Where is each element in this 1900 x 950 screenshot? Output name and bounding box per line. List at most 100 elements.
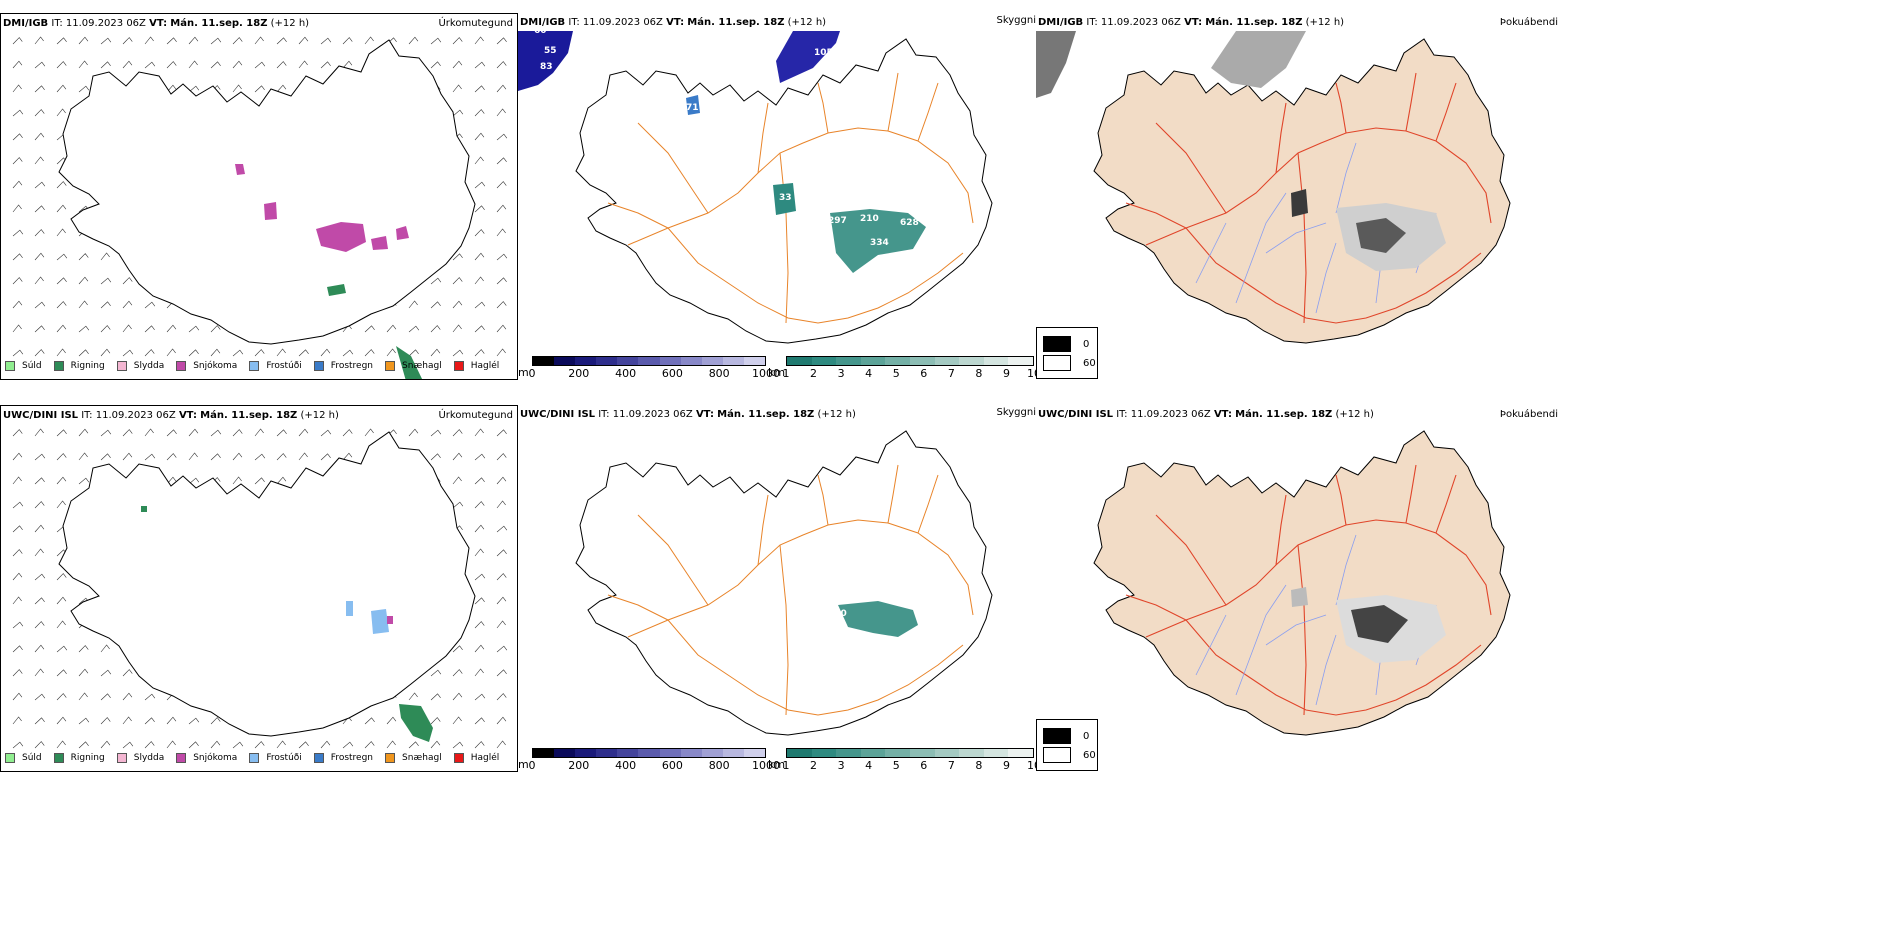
wind-barb — [210, 325, 221, 333]
wind-barb — [430, 348, 441, 357]
wind-barb — [474, 477, 485, 485]
wind-barb — [188, 452, 198, 461]
wind-barb — [496, 348, 506, 357]
wind-barb — [12, 204, 22, 213]
colorbar-tick: 5 — [892, 367, 900, 380]
wind-barb — [430, 277, 442, 285]
wind-barb — [452, 253, 463, 261]
wind-barb — [342, 452, 353, 461]
fog-map-uwc — [1093, 430, 1511, 736]
wind-barb — [430, 693, 441, 701]
colorbar-tick: 800 — [708, 367, 730, 380]
fog-legend-row: 60 — [1043, 355, 1096, 371]
legend-label: Slydda — [133, 361, 165, 371]
wind-barb — [452, 429, 463, 437]
wind-barb — [56, 453, 67, 461]
wind-barb — [496, 277, 507, 285]
wind-barb — [496, 645, 508, 653]
wind-barb — [452, 501, 464, 509]
visibility-map-dmi: 60 55 83 105 71 7 33 297 210 628 178 334 — [518, 26, 993, 344]
wind-barb — [452, 645, 463, 653]
wind-barb — [34, 181, 46, 189]
wind-barb — [496, 525, 508, 533]
legend-swatch — [116, 753, 127, 763]
wind-barb — [12, 60, 23, 69]
wind-barb — [12, 253, 23, 261]
legend-item: Frostúði — [249, 361, 302, 371]
wind-barb — [474, 597, 485, 605]
wind-barb — [78, 428, 89, 437]
wind-barb — [474, 501, 485, 509]
colorbar-tick: 9 — [1002, 759, 1010, 772]
model-name: UWC/DINI ISL — [1038, 409, 1114, 420]
low-vis-area — [773, 183, 796, 215]
wind-barb — [276, 37, 287, 45]
colorbar-tick: 4 — [865, 759, 873, 772]
legend-swatch — [5, 753, 15, 763]
wind-barb — [144, 428, 154, 437]
fog-legend: 0 60 — [1036, 327, 1098, 379]
wind-barb — [166, 476, 177, 485]
wind-barb — [34, 276, 44, 285]
valid-time: Mán. 11.sep. 18Z — [1235, 409, 1333, 420]
wind-barb — [34, 597, 45, 605]
legend-label: Rigning — [70, 361, 105, 371]
wind-barb — [188, 325, 200, 333]
fog-map-dmi — [1036, 31, 1511, 344]
wind-barb — [386, 348, 396, 357]
wind-barb — [386, 716, 397, 725]
wind-barb — [210, 348, 221, 357]
fog-area — [1291, 587, 1308, 607]
wind-barb — [474, 668, 484, 677]
wind-barb — [100, 669, 112, 677]
colorbar-tick: 9 — [1002, 367, 1010, 380]
wind-barb — [34, 205, 45, 213]
precip-map-dmi — [12, 36, 508, 379]
wind-barb — [430, 301, 441, 309]
wind-barb — [496, 453, 507, 461]
wind-barb — [452, 692, 463, 701]
wind-barb — [496, 573, 507, 581]
vis-value-label: 628 — [900, 218, 919, 228]
wind-barb — [474, 573, 486, 581]
wind-barb — [298, 452, 308, 461]
wind-barb — [122, 60, 133, 69]
colorbar-tick: 1 — [782, 367, 790, 380]
wind-barb — [210, 37, 222, 45]
visibility-map-uwc: 170 — [575, 430, 993, 736]
fog-legend-label: 60 — [1083, 749, 1096, 761]
wind-barb — [56, 277, 67, 285]
legend-item: Slydda — [116, 361, 165, 371]
wind-barb — [34, 548, 44, 557]
model-name: UWC/DINI ISL — [3, 410, 79, 421]
wind-barb — [78, 36, 89, 45]
init-time: IT: 11.09.2023 06Z — [1086, 17, 1181, 28]
wind-barb — [100, 348, 111, 357]
wind-barb — [496, 157, 507, 165]
wind-barb — [254, 61, 266, 69]
wind-barb — [474, 453, 486, 461]
wind-barb — [166, 429, 177, 437]
fog-area — [1036, 31, 1076, 98]
wind-barb — [56, 476, 67, 485]
wind-barb — [254, 477, 265, 485]
wind-barb — [276, 61, 287, 69]
legend-label: Frostregn — [330, 753, 374, 763]
snow-area — [316, 222, 366, 252]
wind-barb — [56, 108, 66, 117]
colorbar-tick: 200 — [568, 759, 590, 772]
wind-barb — [144, 301, 156, 309]
valid-time: Mán. 11.sep. 18Z — [717, 409, 815, 420]
wind-barb — [12, 133, 23, 141]
lead-time: (+12 h) — [270, 18, 310, 29]
fog-index-panel-uwc: UWC/DINI ISL IT: 11.09.2023 06Z VT: Mán.… — [1036, 405, 1564, 772]
legend-swatch — [176, 361, 187, 371]
colorbar-tick: 2 — [810, 367, 818, 380]
legend-label: Rigning — [70, 753, 105, 763]
lead-time: (+12 h) — [300, 410, 339, 421]
valid-time: Mán. 11.sep. 18Z — [1205, 17, 1303, 28]
vis-value-label: 60 — [534, 26, 547, 36]
init-time: IT: 11.09.2023 06Z — [598, 409, 693, 420]
visibility-panel-dmi: 60 55 83 105 71 7 33 297 210 628 178 334… — [518, 13, 1036, 380]
wind-barb — [188, 349, 199, 357]
